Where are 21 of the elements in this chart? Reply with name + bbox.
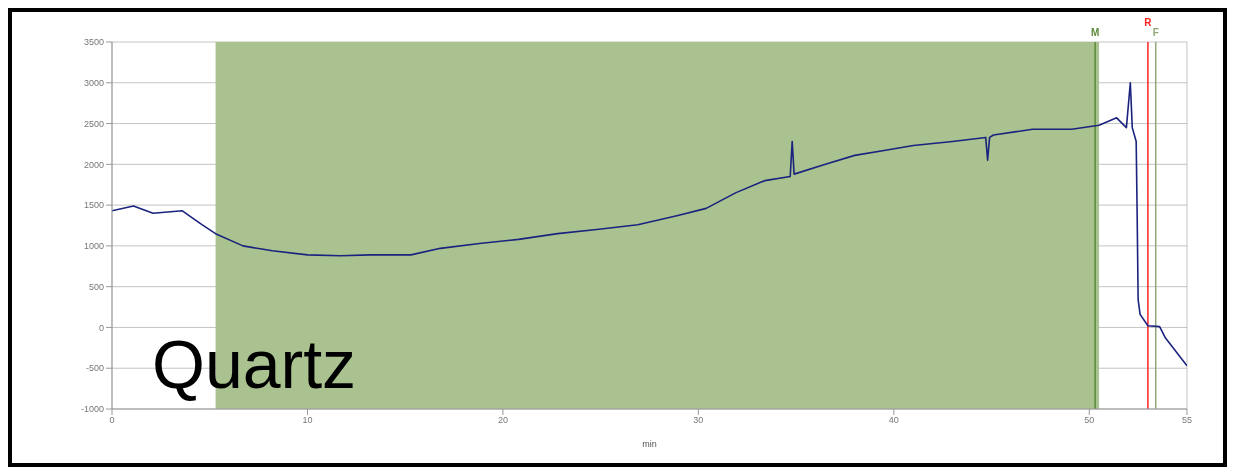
ref-line-label: R — [1144, 17, 1153, 28]
y-tick-label: 3000 — [83, 77, 104, 88]
x-tick-label: 50 — [1084, 415, 1095, 426]
ref-line-label: M — [1090, 27, 1100, 38]
y-tick-label: 1000 — [83, 241, 104, 252]
y-tick-label: -1000 — [80, 404, 104, 415]
x-tick-label: 55 — [1181, 415, 1193, 426]
x-tick-label: 20 — [497, 415, 508, 426]
x-tick-label: 0 — [109, 415, 115, 426]
y-tick-label: 1500 — [83, 200, 104, 211]
y-tick-label: 500 — [88, 281, 104, 292]
y-tick-label: 2500 — [83, 118, 104, 129]
ref-line-label: F — [1152, 27, 1159, 38]
y-tick-label: -500 — [85, 363, 104, 374]
y-tick-label: 3500 — [83, 37, 104, 48]
y-tick-label: 2000 — [83, 159, 104, 170]
x-tick-label: 30 — [693, 415, 704, 426]
y-tick-label: 0 — [98, 322, 104, 333]
x-tick-label: 10 — [302, 415, 313, 426]
x-tick-label: 40 — [888, 415, 899, 426]
x-axis-title: min — [642, 439, 657, 449]
